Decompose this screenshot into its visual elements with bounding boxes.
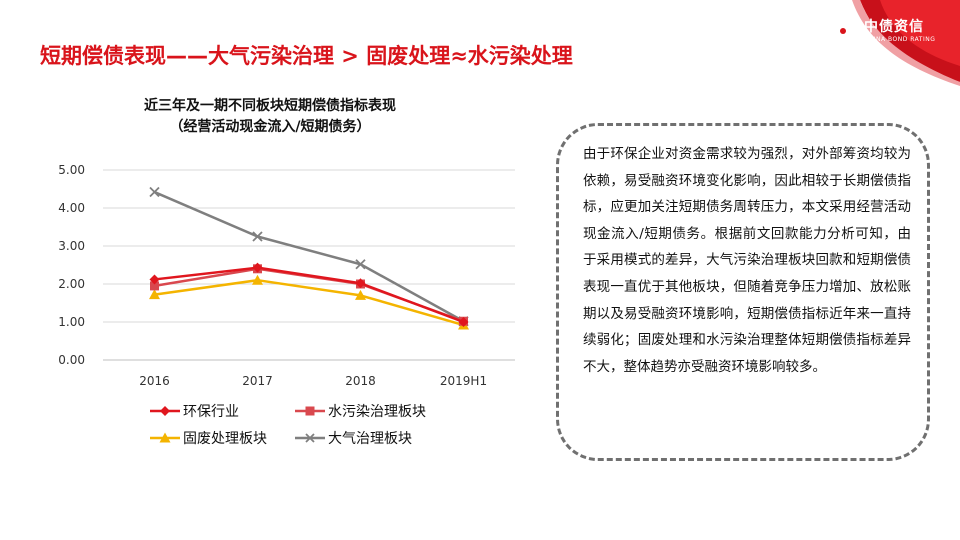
chart-legend: 环保行业 水污染治理板块 固废处理板块 大气治理板块 — [150, 400, 470, 450]
data-point-x — [149, 186, 160, 198]
y-tick-label: 1.00 — [58, 315, 85, 329]
legend-square-marker-icon — [295, 406, 325, 416]
series-line — [154, 278, 464, 327]
brand-name-english: CHINA BOND RATING — [864, 36, 936, 43]
legend-diamond-marker-icon — [150, 406, 180, 416]
brand-logo: 中债资信 CHINA BOND RATING — [826, 14, 936, 54]
y-tick-label: 4.00 — [58, 201, 85, 215]
data-point-x — [355, 259, 366, 270]
data-point-diamond — [252, 262, 263, 273]
data-point-square — [150, 281, 159, 291]
x-tick-label: 2018 — [345, 374, 376, 388]
data-point-triangle — [149, 289, 160, 300]
legend-label: 水污染治理板块 — [328, 404, 426, 420]
legend-label: 环保行业 — [183, 404, 239, 420]
legend-triangle-marker-icon — [150, 432, 180, 443]
commentary-box — [556, 123, 930, 461]
legend-x-marker-icon — [295, 433, 325, 443]
y-tick-label: 5.00 — [58, 163, 85, 177]
legend-item-series-3: 固废处理板块 — [150, 427, 267, 449]
legend-label: 大气治理板块 — [328, 431, 412, 447]
series-line — [154, 190, 465, 323]
x-tick-label: 2016 — [139, 374, 170, 388]
data-point-diamond — [355, 278, 366, 289]
data-point-triangle — [355, 289, 366, 300]
page-title: 短期偿债表现——大气污染治理 > 固废处理≈水污染处理 — [40, 44, 573, 68]
legend-item-series-4: 大气治理板块 — [295, 427, 412, 449]
data-point-triangle — [252, 274, 263, 285]
chart-title-line-1: 近三年及一期不同板块短期偿债指标表现 — [144, 98, 396, 114]
y-tick-label: 3.00 — [58, 239, 85, 253]
chart-title: 近三年及一期不同板块短期偿债指标表现 （经营活动现金流入/短期债务） — [60, 96, 480, 138]
x-tick-label: 2019H1 — [440, 374, 487, 388]
corner-decoration — [852, 0, 960, 86]
data-point-diamond — [458, 317, 469, 327]
series-line — [154, 266, 464, 324]
brand-name: 中债资信 — [864, 19, 924, 35]
y-tick-label: 0.00 — [58, 353, 85, 367]
commentary-text: 由于环保企业对资金需求较为强烈，对外部筹资均较为依赖，易受融资环境变化影响，因此… — [583, 146, 911, 375]
legend-label: 固废处理板块 — [183, 431, 267, 447]
data-point-diamond — [149, 274, 160, 285]
data-point-x — [252, 231, 263, 242]
x-tick-label: 2017 — [242, 374, 273, 388]
y-tick-label: 2.00 — [58, 277, 85, 291]
sunflower-logo-icon — [826, 14, 860, 48]
legend-item-series-1: 环保行业 — [150, 400, 239, 422]
legend-item-series-2: 水污染治理板块 — [295, 400, 426, 422]
chart-title-line-2: （经营活动现金流入/短期债务） — [169, 119, 371, 135]
